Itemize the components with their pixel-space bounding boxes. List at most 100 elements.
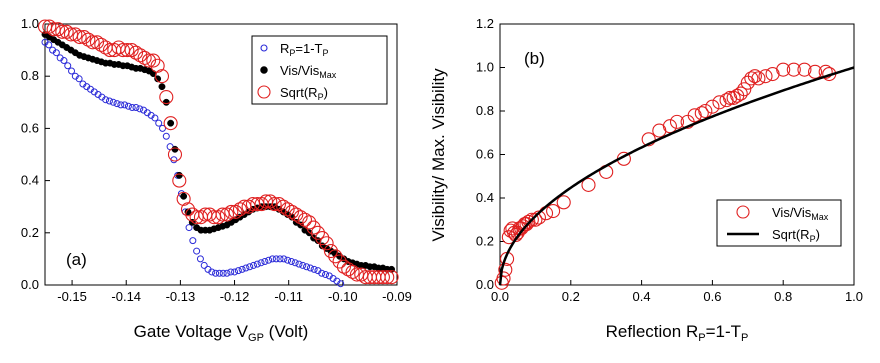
panel-a-data-point: [219, 207, 235, 222]
panel-b-data-point: [786, 62, 801, 77]
panel-b-data-point: [751, 71, 766, 86]
panel-a-data-point: [341, 262, 356, 277]
panel-a-data-point: [253, 260, 261, 268]
panel-a-data-point: [289, 207, 304, 222]
panel-a-x-tick-label: -0.14: [111, 289, 141, 304]
panel-b-data-point: [818, 64, 833, 79]
panel-b-data-point: [496, 271, 511, 286]
panel-a-data-point: [105, 97, 113, 105]
panel-a-data-point: [380, 270, 395, 285]
panel-b-y-tick-label: 0.2: [476, 234, 494, 249]
panel-a-data-point: [128, 45, 144, 60]
panel-b-series-0: [494, 62, 837, 290]
panel-a-data-point: [299, 261, 307, 269]
panel-b-x-tick-label: 1.0: [845, 289, 863, 304]
panel-a-data-point: [137, 50, 152, 65]
panel-b-data-point: [519, 217, 534, 232]
panel-a-data-point: [109, 98, 117, 106]
panel-a-data-point: [284, 204, 299, 219]
panel-b-marks: [494, 62, 855, 290]
panel-b-y-tick-label: 0.6: [476, 147, 494, 162]
panel-a-data-point: [268, 255, 276, 263]
panel-b-data-point: [503, 223, 518, 238]
panel-a-data-point: [238, 265, 246, 273]
panel-a-data-point: [231, 268, 239, 276]
panel-a-data-point: [306, 220, 321, 235]
panel-b-x-tick-label: 0.8: [774, 289, 792, 304]
panel-a-data-point: [318, 269, 326, 277]
panel-a-data-point: [155, 119, 163, 127]
panel-b-series-1: [498, 66, 855, 286]
panel-b-data-point: [546, 204, 561, 219]
panel-a-data-point: [68, 27, 83, 42]
panel-a-data-point: [162, 98, 170, 106]
panel-a-data-point: [234, 267, 242, 275]
panel-a-legend-marker: [260, 66, 268, 74]
panel-a-data-point: [212, 269, 220, 277]
panel-a-data-point: [249, 261, 257, 269]
panel-a-data-point: [146, 53, 161, 68]
panel-b-legend-label: Sqrt(RP): [772, 227, 820, 244]
panel-b-legend-marker: [736, 205, 750, 219]
panel-b-x-tick-label: 0.6: [703, 289, 721, 304]
panel-a-legend-box: [251, 35, 388, 105]
panel-a-data-point: [345, 264, 360, 280]
panel-a-data-point: [215, 269, 223, 277]
panel-a-data-point: [189, 237, 197, 245]
panel-a-data-point: [113, 100, 121, 108]
panel-b-x-tick-label: 0.0: [491, 289, 509, 304]
panel-a-data-point: [180, 192, 188, 200]
legend-label-sub2: P: [323, 48, 329, 58]
panel-a-marks: [37, 19, 399, 288]
panel-a-x-tick-label: -0.12: [220, 289, 250, 304]
panel-a-data-point: [280, 255, 288, 263]
panel-a-data-point: [136, 105, 144, 113]
panel-a-data-point: [375, 270, 390, 285]
panel-b-x-tick-label: 0.4: [633, 289, 651, 304]
panel-a-data-point: [242, 264, 250, 272]
panel-a-data-point: [176, 191, 191, 206]
panel-a-data-point: [223, 269, 231, 277]
legend-label-tail: =1-T: [295, 41, 322, 56]
panel-a-data-point: [193, 247, 201, 255]
panel-b-y-axis-label: Visibility/ Max. Visibility: [429, 68, 448, 242]
legend-label-sub: P: [289, 48, 295, 58]
panel-a-data-point: [128, 104, 136, 112]
panel-b-data-point: [705, 99, 720, 114]
panel-b-xlabel-tail: =1-T: [706, 322, 741, 341]
panel-a-data-point: [295, 260, 303, 268]
panel-b-sqrt-curve: [498, 66, 855, 286]
panel-a-data-point: [224, 204, 239, 219]
panel-a-data-point: [257, 259, 265, 267]
panel-b: 0.0 0.2 0.4 0.6 0.8 1.00.00.20.40.60.81.01.2 …: [429, 16, 863, 344]
panel-b-data-point: [501, 230, 516, 245]
panel-a-data-point: [158, 83, 166, 91]
panel-b-data-point: [808, 64, 823, 79]
panel-a-data-point: [159, 90, 174, 105]
panel-a-data-point: [319, 236, 334, 251]
panel-b-data-point: [747, 69, 762, 84]
panel-a-data-point: [261, 258, 269, 266]
panel-a-legend-marker: [260, 44, 268, 52]
panel-b-data-point: [797, 62, 812, 77]
panel-a-plot-frame: [44, 23, 398, 286]
panel-b-data-point: [737, 82, 752, 97]
panel-a-data-point: [50, 22, 66, 37]
panel-a-x-axis-label: Gate Voltage VGP (Volt): [134, 322, 309, 344]
panel-a-data-point: [267, 197, 282, 212]
panel-a-data-point: [94, 37, 109, 52]
panel-b-data-point: [581, 177, 596, 192]
panel-a-legend-label: RP=1-TP: [280, 41, 329, 58]
panel-a-xlabel-main: Gate Voltage V: [134, 322, 249, 341]
panel-a-data-point: [328, 249, 343, 264]
panel-a-data-point: [102, 96, 110, 104]
panel-b-data-point: [669, 114, 685, 129]
panel-b-ticks: 0.0 0.2 0.4 0.6 0.8 1.0 0.0 0.2 0.4 0.6 0.8 1.0 1.2: [476, 16, 863, 304]
panel-b-legend: Vis/VisMax Sqrt(RP): [716, 199, 842, 247]
panel-a-data-point: [228, 204, 243, 219]
panel-b-data-point: [776, 62, 791, 77]
panel-a-data-point: [163, 116, 178, 131]
panel-a-data-point: [246, 263, 254, 271]
panel-b-legend-label: Vis/VisMax: [772, 205, 829, 222]
legend-label-sub: P: [810, 234, 816, 244]
